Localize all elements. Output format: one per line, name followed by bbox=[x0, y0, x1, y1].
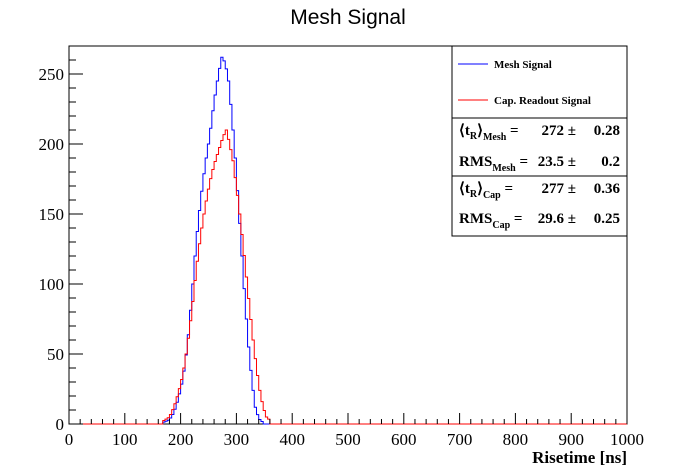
legend-box bbox=[451, 45, 628, 119]
stat-label-0: ⟨tR⟩Mesh = bbox=[459, 123, 519, 143]
stat-error-0: 0.28 bbox=[594, 123, 620, 139]
stat-label-2: ⟨tR⟩Cap = bbox=[459, 181, 513, 201]
x-axis-label: Risetime [ns] bbox=[532, 448, 627, 467]
stat-label-1: RMSMesh = bbox=[459, 154, 528, 174]
x-tick-label: 800 bbox=[503, 430, 529, 449]
axes-layer: 0 100 200 300 400 500 600 700 800 900 1000 0 50 100 15… bbox=[39, 45, 644, 449]
stat-error-3: 0.25 bbox=[594, 211, 620, 227]
x-tick-label: 500 bbox=[335, 430, 361, 449]
x-tick-label: 700 bbox=[447, 430, 473, 449]
x-tick-label: 400 bbox=[279, 430, 305, 449]
stat-value-1: 23.5 ± bbox=[538, 154, 576, 170]
x-tick-label: 200 bbox=[168, 430, 194, 449]
stat-value-3: 29.6 ± bbox=[538, 211, 576, 227]
x-tick-label: 0 bbox=[65, 430, 74, 449]
legend-label-mesh: Mesh Signal bbox=[494, 59, 552, 71]
legend-label-cap: Cap. Readout Signal bbox=[494, 95, 591, 107]
x-tick-label: 1000 bbox=[610, 430, 644, 449]
stat-value-2: 277 ± bbox=[542, 181, 576, 197]
x-tick-label: 100 bbox=[112, 430, 138, 449]
stat-error-2: 0.36 bbox=[594, 181, 621, 197]
y-tick-label: 250 bbox=[39, 65, 65, 84]
y-tick-label: 100 bbox=[39, 275, 65, 294]
stat-error-1: 0.2 bbox=[601, 154, 620, 170]
chart-title: Mesh Signal bbox=[290, 6, 406, 29]
legend: Mesh Signal Cap. Readout Signal bbox=[451, 45, 628, 119]
x-tick-label: 600 bbox=[391, 430, 417, 449]
y-tick-label: 0 bbox=[56, 415, 65, 434]
stat-label-3: RMSCap = bbox=[459, 211, 522, 231]
x-tick-label: 900 bbox=[558, 430, 584, 449]
stat-value-0: 272 ± bbox=[542, 123, 576, 139]
x-tick-label: 300 bbox=[224, 430, 250, 449]
y-tick-label: 200 bbox=[39, 135, 65, 154]
stats-box-mesh bbox=[451, 117, 628, 177]
y-tick-label: 150 bbox=[39, 205, 65, 224]
stats-panel: ⟨tR⟩Mesh = 272 ± 0.28 RMSMesh = 23.5 ± 0.2 ⟨tR… bbox=[451, 117, 628, 237]
y-tick-label: 50 bbox=[47, 345, 64, 364]
stats-box-cap bbox=[451, 175, 628, 237]
